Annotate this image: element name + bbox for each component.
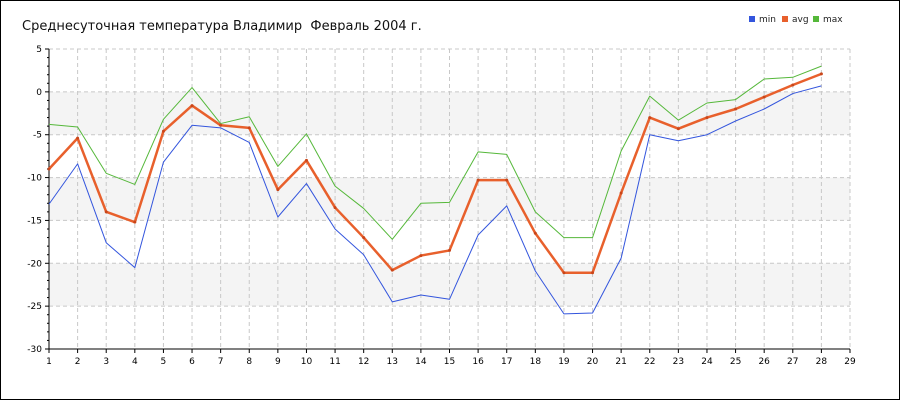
data-point-avg (190, 104, 194, 108)
legend-item-min: min (749, 15, 776, 25)
data-point-avg (304, 158, 308, 162)
data-point-avg (219, 123, 223, 127)
x-tick-label: 7 (218, 357, 224, 367)
y-tick-label: -30 (27, 345, 42, 355)
x-tick-label: 26 (758, 357, 770, 367)
data-point-avg (104, 210, 108, 214)
legend-swatch-max (813, 16, 819, 22)
legend-swatch-avg (782, 16, 788, 22)
x-tick-label: 8 (246, 357, 252, 367)
y-tick-label: -15 (27, 216, 42, 226)
data-point-avg (76, 136, 80, 140)
x-tick-label: 10 (301, 357, 313, 367)
data-point-avg (247, 126, 251, 130)
data-point-avg (705, 116, 709, 120)
x-tick-label: 18 (530, 357, 542, 367)
x-tick-label: 1 (46, 357, 52, 367)
data-point-avg (419, 254, 423, 258)
data-point-avg (819, 72, 823, 76)
data-point-avg (591, 271, 595, 275)
x-tick-label: 11 (329, 357, 340, 367)
x-tick-label: 27 (787, 357, 798, 367)
data-point-avg (619, 191, 623, 195)
series-line-min (48, 85, 822, 315)
x-tick-label: 17 (501, 357, 512, 367)
data-point-avg (362, 236, 366, 240)
data-point-avg (734, 107, 738, 111)
x-tick-label: 19 (558, 357, 570, 367)
x-tick-label: 12 (358, 357, 369, 367)
x-tick-label: 25 (730, 357, 741, 367)
data-point-avg (533, 231, 537, 235)
legend-swatch-min (749, 16, 755, 22)
data-point-avg (762, 95, 766, 99)
y-tick-label: -25 (27, 302, 42, 312)
y-tick-label: -5 (33, 131, 42, 141)
legend-label-max: max (823, 15, 843, 25)
y-tick-label: -10 (27, 174, 42, 184)
data-point-avg (133, 220, 137, 224)
data-point-avg (161, 129, 165, 133)
x-tick-label: 13 (387, 357, 398, 367)
x-tick-label: 5 (161, 357, 167, 367)
x-tick-label: 24 (701, 357, 713, 367)
data-point-avg (476, 178, 480, 182)
x-tick-label: 29 (844, 357, 856, 367)
x-tick-label: 9 (275, 357, 281, 367)
data-point-avg (676, 127, 680, 131)
data-point-avg (47, 167, 51, 171)
x-tick-label: 14 (415, 357, 427, 367)
x-tick-label: 4 (132, 357, 138, 367)
y-tick-label: -20 (27, 259, 42, 269)
legend-item-avg: avg (782, 15, 809, 25)
data-point-avg (562, 271, 566, 275)
x-tick-label: 16 (472, 357, 484, 367)
data-point-avg (648, 116, 652, 120)
legend-item-max: max (813, 15, 843, 25)
y-tick-label: 5 (36, 45, 42, 55)
y-tick-label: 0 (36, 88, 42, 98)
data-point-avg (276, 188, 280, 192)
data-point-avg (505, 178, 509, 182)
data-point-avg (791, 83, 795, 87)
data-point-avg (333, 206, 337, 210)
x-tick-label: 6 (189, 357, 195, 367)
x-tick-label: 28 (816, 357, 828, 367)
data-point-avg (448, 248, 451, 252)
x-tick-label: 15 (444, 357, 455, 367)
x-tick-label: 20 (587, 357, 599, 367)
data-point-avg (390, 268, 394, 272)
series-line-avg (48, 72, 822, 274)
series-line-max (48, 65, 822, 240)
x-tick-label: 22 (644, 357, 655, 367)
legend-label-avg: avg (792, 15, 809, 25)
chart-title: Среднесуточная температура Владимир Февр… (22, 19, 422, 34)
x-tick-label: 2 (75, 357, 81, 367)
legend-label-min: min (759, 15, 776, 25)
x-tick-label: 3 (103, 357, 109, 367)
x-tick-label: 23 (673, 357, 684, 367)
x-tick-label: 21 (615, 357, 626, 367)
